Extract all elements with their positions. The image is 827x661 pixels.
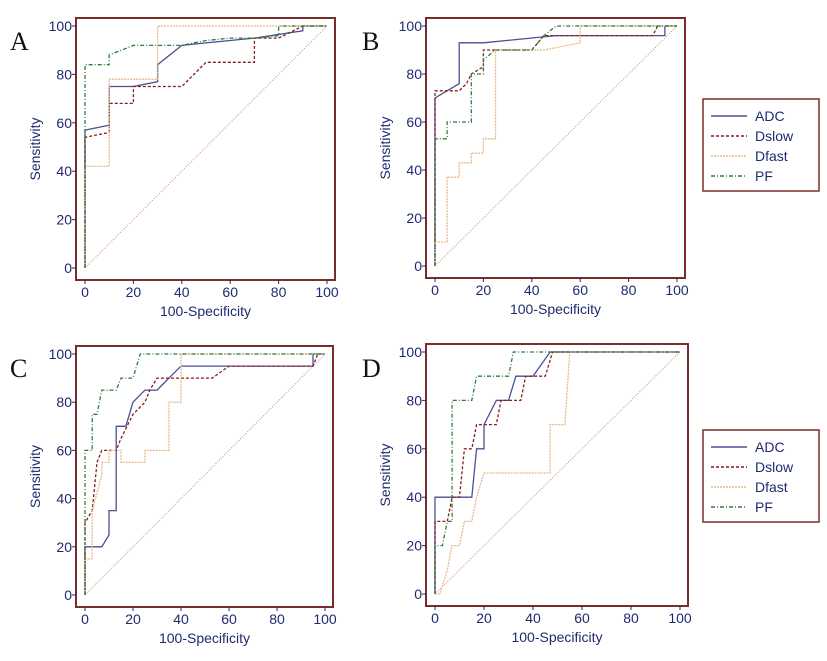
reference-diagonal bbox=[434, 351, 681, 595]
x-tick-label: 60 bbox=[222, 284, 238, 300]
x-tick-label: 100 bbox=[665, 282, 689, 298]
x-tick-label: 60 bbox=[221, 611, 237, 627]
legend-label-pf: PF bbox=[755, 168, 773, 184]
legend-label-adc: ADC bbox=[755, 439, 785, 455]
y-tick-label: 60 bbox=[406, 114, 422, 130]
legend-bottom: ADC Dslow Dfast PF bbox=[702, 429, 820, 523]
y-tick-label: 60 bbox=[56, 115, 72, 131]
x-tick-label: 0 bbox=[81, 284, 89, 300]
x-tick-label: 40 bbox=[174, 284, 190, 300]
legend-label-pf: PF bbox=[755, 499, 773, 515]
x-tick-label: 20 bbox=[476, 282, 492, 298]
x-tick-label: 100 bbox=[313, 611, 337, 627]
panel-label-c: C bbox=[10, 354, 27, 383]
y-axis-label: Sensitivity bbox=[377, 443, 393, 506]
roc-series-dslow bbox=[84, 353, 325, 595]
y-tick-label: 100 bbox=[49, 346, 73, 362]
panel-label-d: D bbox=[362, 354, 381, 383]
roc-series-dfast bbox=[84, 25, 327, 268]
x-tick-label: 100 bbox=[668, 610, 692, 626]
roc-series-adc bbox=[434, 25, 677, 266]
legend-label-dfast: Dfast bbox=[755, 479, 788, 495]
roc-series-dslow bbox=[434, 25, 677, 266]
roc-series-dfast bbox=[435, 351, 680, 595]
x-axis-label: 100-Specificity bbox=[159, 630, 250, 646]
roc-series-dfast bbox=[434, 25, 677, 266]
x-axis-label: 100-Specificity bbox=[511, 629, 602, 645]
y-tick-label: 40 bbox=[56, 491, 72, 507]
y-tick-label: 80 bbox=[406, 66, 422, 82]
y-tick-label: 60 bbox=[406, 441, 422, 457]
plot-frame bbox=[425, 17, 686, 279]
x-axis-label: 100-Specificity bbox=[510, 301, 601, 317]
reference-diagonal bbox=[84, 353, 326, 596]
y-axis-label: Sensitivity bbox=[27, 445, 43, 508]
y-tick-label: 80 bbox=[56, 394, 72, 410]
x-tick-label: 80 bbox=[269, 611, 285, 627]
roc-series-pf bbox=[434, 25, 677, 266]
x-tick-label: 20 bbox=[476, 610, 492, 626]
y-tick-label: 100 bbox=[399, 344, 423, 360]
legend-top: ADC Dslow Dfast PF bbox=[702, 98, 820, 192]
x-tick-label: 40 bbox=[524, 282, 540, 298]
panel-label-b: B bbox=[362, 27, 379, 56]
y-tick-label: 20 bbox=[56, 212, 72, 228]
y-tick-label: 0 bbox=[64, 587, 72, 603]
y-tick-label: 80 bbox=[406, 392, 422, 408]
legend-label-dslow: Dslow bbox=[755, 459, 794, 475]
y-tick-label: 40 bbox=[56, 163, 72, 179]
roc-series-pf bbox=[84, 353, 325, 595]
roc-chart-a: 0 20 40 60 80 100 0 20 40 60 80 100 100-Specificity S… bbox=[27, 17, 339, 319]
plot-frame bbox=[75, 17, 336, 281]
x-tick-label: 0 bbox=[431, 282, 439, 298]
y-tick-label: 80 bbox=[56, 66, 72, 82]
roc-chart-b: 0 20 40 60 80 100 0 20 40 60 80 100 100-Specificity S… bbox=[377, 17, 689, 317]
x-tick-label: 40 bbox=[173, 611, 189, 627]
y-tick-label: 100 bbox=[399, 18, 423, 34]
reference-diagonal bbox=[84, 25, 328, 269]
legend-label-dslow: Dslow bbox=[755, 128, 794, 144]
x-tick-label: 20 bbox=[126, 284, 142, 300]
y-axis-label: Sensitivity bbox=[27, 117, 43, 180]
x-tick-label: 40 bbox=[525, 610, 541, 626]
y-tick-label: 40 bbox=[406, 162, 422, 178]
x-tick-label: 20 bbox=[125, 611, 141, 627]
roc-series-dfast bbox=[84, 353, 325, 595]
roc-series-pf bbox=[434, 351, 680, 594]
panel-label-a: A bbox=[10, 27, 29, 56]
x-axis-label: 100-Specificity bbox=[160, 303, 251, 319]
roc-series-dslow bbox=[434, 351, 680, 594]
reference-diagonal bbox=[434, 25, 678, 267]
x-tick-label: 100 bbox=[315, 284, 339, 300]
y-axis-label: Sensitivity bbox=[377, 116, 393, 179]
y-tick-label: 0 bbox=[414, 586, 422, 602]
y-tick-label: 60 bbox=[56, 442, 72, 458]
plot-frame bbox=[425, 343, 689, 607]
roc-series-pf bbox=[84, 25, 327, 268]
y-tick-label: 0 bbox=[64, 260, 72, 276]
x-tick-label: 80 bbox=[623, 610, 639, 626]
y-tick-label: 20 bbox=[406, 210, 422, 226]
roc-series-adc bbox=[434, 351, 680, 594]
y-tick-label: 20 bbox=[56, 539, 72, 555]
x-tick-label: 60 bbox=[574, 610, 590, 626]
x-tick-label: 0 bbox=[81, 611, 89, 627]
legend-label-adc: ADC bbox=[755, 108, 785, 124]
roc-chart-d: 0 20 40 60 80 100 0 20 40 60 80 100 100-Specificity S… bbox=[377, 343, 692, 645]
y-tick-label: 0 bbox=[414, 258, 422, 274]
y-tick-label: 40 bbox=[406, 489, 422, 505]
x-tick-label: 80 bbox=[621, 282, 637, 298]
x-tick-label: 80 bbox=[271, 284, 287, 300]
x-tick-label: 0 bbox=[431, 610, 439, 626]
y-tick-label: 20 bbox=[406, 538, 422, 554]
plot-frame bbox=[75, 345, 334, 608]
roc-chart-c: 0 20 40 60 80 100 0 20 40 60 80 100 100-Specificity S… bbox=[27, 345, 337, 646]
x-tick-label: 60 bbox=[572, 282, 588, 298]
y-tick-label: 100 bbox=[49, 18, 73, 34]
legend-label-dfast: Dfast bbox=[755, 148, 788, 164]
